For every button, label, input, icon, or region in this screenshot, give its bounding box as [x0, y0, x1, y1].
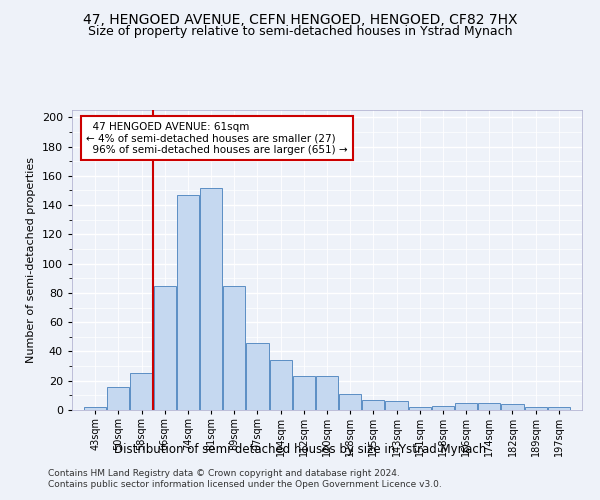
Bar: [84, 407, 106, 410]
Text: Distribution of semi-detached houses by size in Ystrad Mynach: Distribution of semi-detached houses by …: [114, 444, 486, 456]
Bar: [385, 401, 407, 410]
Bar: [455, 402, 477, 410]
Bar: [269, 360, 292, 410]
Bar: [524, 407, 547, 410]
Y-axis label: Number of semi-detached properties: Number of semi-detached properties: [26, 157, 36, 363]
Bar: [130, 374, 152, 410]
Bar: [502, 404, 524, 410]
Text: Contains HM Land Registry data © Crown copyright and database right 2024.: Contains HM Land Registry data © Crown c…: [48, 468, 400, 477]
Bar: [200, 188, 222, 410]
Text: Contains public sector information licensed under the Open Government Licence v3: Contains public sector information licen…: [48, 480, 442, 489]
Bar: [247, 342, 269, 410]
Bar: [154, 286, 176, 410]
Bar: [548, 407, 570, 410]
Bar: [409, 407, 431, 410]
Text: 47 HENGOED AVENUE: 61sqm
← 4% of semi-detached houses are smaller (27)
  96% of : 47 HENGOED AVENUE: 61sqm ← 4% of semi-de…: [86, 122, 347, 155]
Bar: [177, 195, 199, 410]
Text: Size of property relative to semi-detached houses in Ystrad Mynach: Size of property relative to semi-detach…: [88, 25, 512, 38]
Bar: [432, 406, 454, 410]
Text: 47, HENGOED AVENUE, CEFN HENGOED, HENGOED, CF82 7HX: 47, HENGOED AVENUE, CEFN HENGOED, HENGOE…: [83, 12, 517, 26]
Bar: [362, 400, 385, 410]
Bar: [478, 402, 500, 410]
Bar: [107, 386, 130, 410]
Bar: [316, 376, 338, 410]
Bar: [223, 286, 245, 410]
Bar: [293, 376, 315, 410]
Bar: [339, 394, 361, 410]
